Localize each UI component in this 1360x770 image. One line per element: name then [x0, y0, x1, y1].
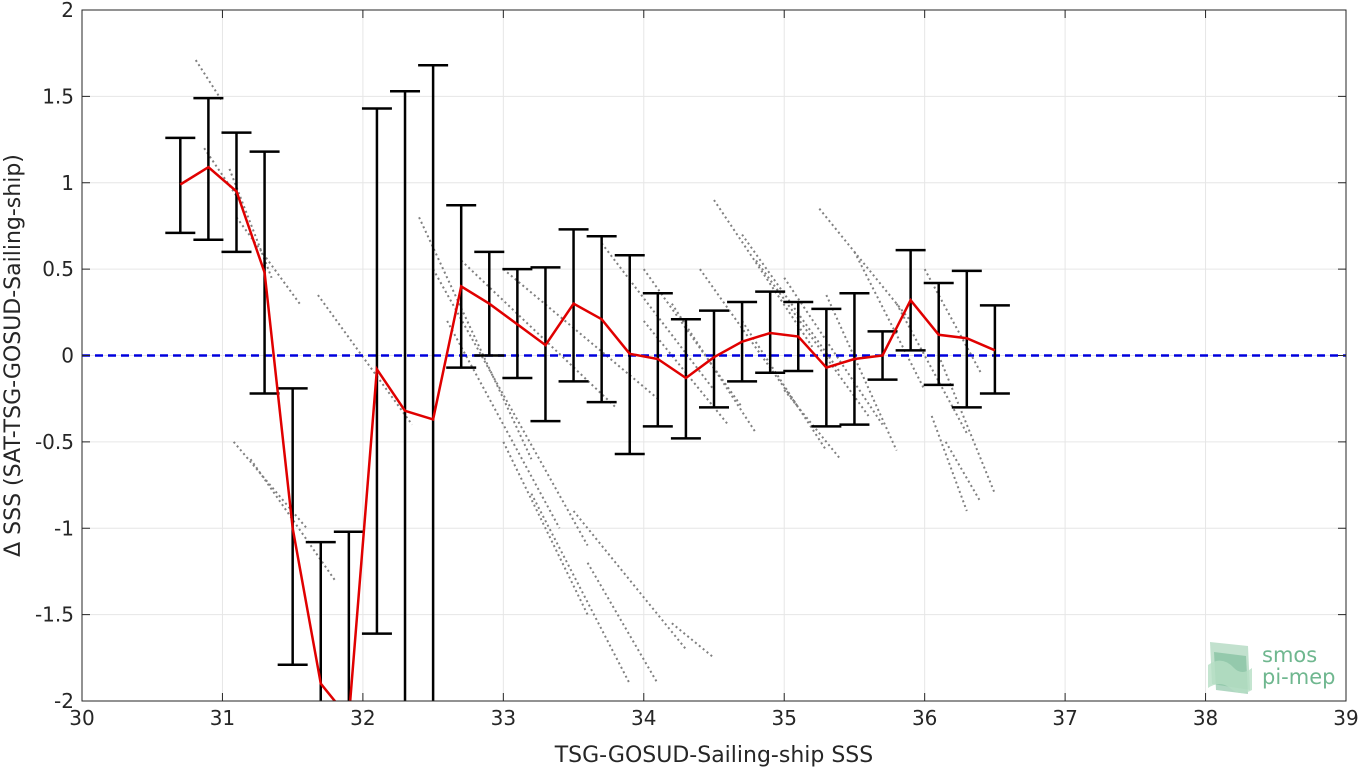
- logo-text-pi-mep: pi-mep: [1262, 665, 1335, 689]
- y-tick-label: 0: [61, 344, 74, 368]
- scatter-streak: [755, 259, 870, 417]
- scatter-streak: [944, 441, 982, 503]
- y-tick-label: 1.5: [42, 84, 74, 108]
- scatter-streak: [203, 147, 241, 201]
- scatter-streak: [600, 242, 715, 391]
- x-tick-label: 30: [69, 706, 94, 730]
- scatter-streak: [642, 268, 743, 408]
- scatter-streak: [502, 441, 589, 616]
- axes: [81, 9, 1347, 702]
- smos-pi-mep-logo: smos pi-mep: [1208, 642, 1335, 694]
- scatter-streak: [446, 320, 561, 529]
- scatter-streak: [853, 251, 926, 391]
- error-bars: [165, 64, 1010, 701]
- logo-text-smos: smos: [1262, 643, 1317, 667]
- x-tick-label: 31: [210, 706, 235, 730]
- scatter-streak: [895, 303, 968, 434]
- scatter-streak: [418, 216, 533, 460]
- y-tick-label: -1: [54, 516, 74, 540]
- x-tick-label: 34: [631, 706, 656, 730]
- scatter-streak: [741, 320, 828, 452]
- x-tick-label: 39: [1333, 706, 1358, 730]
- y-tick-label: 1: [61, 171, 74, 195]
- scatter-streak: [317, 294, 413, 426]
- y-tick-label: -0.5: [35, 430, 74, 454]
- y-tick-label: -2: [54, 689, 74, 713]
- x-tick-label: 36: [912, 706, 937, 730]
- logo-wave-icon: [1208, 642, 1252, 694]
- scatter-streak: [232, 441, 308, 529]
- scatter-streak: [825, 294, 898, 451]
- x-tick-labels: 30 31 32 33 34 35 36 37 38 39: [69, 706, 1358, 730]
- scatter-streak: [235, 216, 301, 305]
- scatter-streak: [194, 59, 224, 103]
- scatter-streak: [818, 208, 912, 322]
- scatter-streak: [572, 510, 687, 650]
- x-tick-label: 38: [1193, 706, 1218, 730]
- scatter-streak: [460, 259, 617, 409]
- scatter-streak: [923, 268, 982, 374]
- scatter-streak: [671, 622, 715, 659]
- x-tick-label: 33: [491, 706, 516, 730]
- y-tick-label: 2: [61, 0, 74, 22]
- x-axis-label: TSG-GOSUD-Sailing-ship SSS: [554, 743, 874, 768]
- scatter-streak: [741, 233, 842, 374]
- scatter-streak: [699, 268, 800, 408]
- x-tick-label: 35: [771, 706, 796, 730]
- y-axis-label: Δ SSS (SAT-TSG-GOSUD-Sailing-ship): [1, 154, 26, 557]
- scatter-streak: [502, 268, 659, 400]
- scatter-streak: [930, 415, 968, 512]
- scatter-streak: [586, 562, 659, 685]
- scatter-points: [194, 59, 996, 685]
- mean-line: [179, 165, 996, 701]
- x-tick-label: 37: [1052, 706, 1077, 730]
- y-tick-label: -1.5: [35, 603, 74, 627]
- scatter-streak: [530, 493, 631, 685]
- y-tick-labels: -2 -1.5 -1 -0.5 0 0.5 1 1.5 2: [35, 0, 74, 713]
- y-tick-label: 0.5: [42, 257, 74, 281]
- x-tick-label: 32: [350, 706, 375, 730]
